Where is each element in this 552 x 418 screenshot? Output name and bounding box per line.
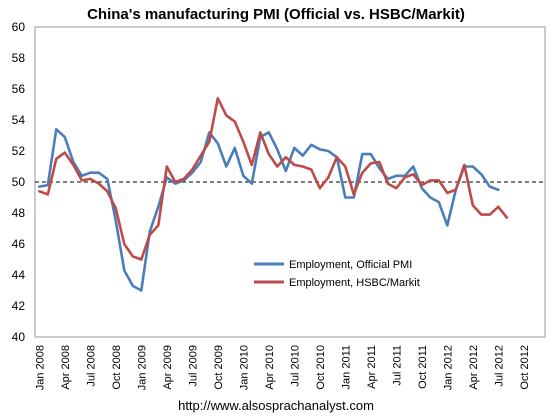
y-tick-label: 54	[12, 113, 26, 127]
y-tick-label: 58	[12, 51, 26, 65]
x-tick-label: Jul 2012	[493, 345, 505, 387]
legend-label-official: Employment, Official PMI	[289, 259, 412, 271]
x-tick-label: Jul 2010	[289, 345, 301, 387]
series-group	[37, 97, 509, 292]
chart-title: China's manufacturing PMI (Official vs. …	[87, 6, 465, 23]
x-tick-label: Apr 2009	[162, 345, 174, 390]
series-line-hsbc-markit	[37, 97, 509, 261]
x-tick-label: Oct 2009	[213, 345, 225, 390]
x-tick-label: Jan 2008	[34, 345, 46, 390]
x-tick-label: Oct 2008	[111, 345, 123, 390]
y-tick-label: 60	[12, 20, 26, 34]
x-tick-label: Oct 2011	[417, 345, 429, 389]
x-tick-label: Apr 2011	[366, 345, 378, 389]
x-tick-label: Jan 2010	[238, 345, 250, 390]
x-tick-label: Jul 2009	[187, 345, 199, 387]
x-tick-label: Apr 2008	[60, 345, 72, 390]
y-tick-label: 46	[12, 237, 26, 251]
x-tick-label: Jul 2008	[85, 345, 97, 387]
y-tick-label: 42	[12, 299, 26, 313]
series-line-official-pmi	[37, 128, 500, 292]
footer-url[interactable]: http://www.alsosprachanalyst.com	[178, 398, 374, 413]
x-tick-label: Oct 2012	[519, 345, 531, 390]
y-tick-label: 40	[12, 330, 26, 344]
x-tick-label: Jan 2009	[136, 345, 148, 390]
y-axis-ticks: 40 42 44 46 48 50 52 54 56 58 60	[12, 20, 26, 344]
x-tick-label: Oct 2010	[315, 345, 327, 390]
x-tick-label: Jan 2011	[340, 345, 352, 389]
y-tick-label: 50	[12, 175, 26, 189]
legend-label-hsbc: Employment, HSBC/Markit	[289, 277, 420, 289]
y-tick-label: 56	[12, 82, 26, 96]
x-tick-label: Jul 2011	[391, 345, 403, 386]
y-tick-label: 52	[12, 144, 26, 158]
x-axis-ticks: Jan 2008 Apr 2008 Jul 2008 Oct 2008 Jan 2009…	[34, 345, 531, 390]
x-tick-label: Jan 2012	[442, 345, 454, 390]
x-tick-label: Apr 2010	[264, 345, 276, 390]
legend: Employment, Official PMI Employment, HSB…	[254, 259, 420, 289]
y-tick-label: 44	[12, 268, 26, 282]
x-tick-label: Apr 2012	[468, 345, 480, 390]
y-tick-label: 48	[12, 206, 26, 220]
